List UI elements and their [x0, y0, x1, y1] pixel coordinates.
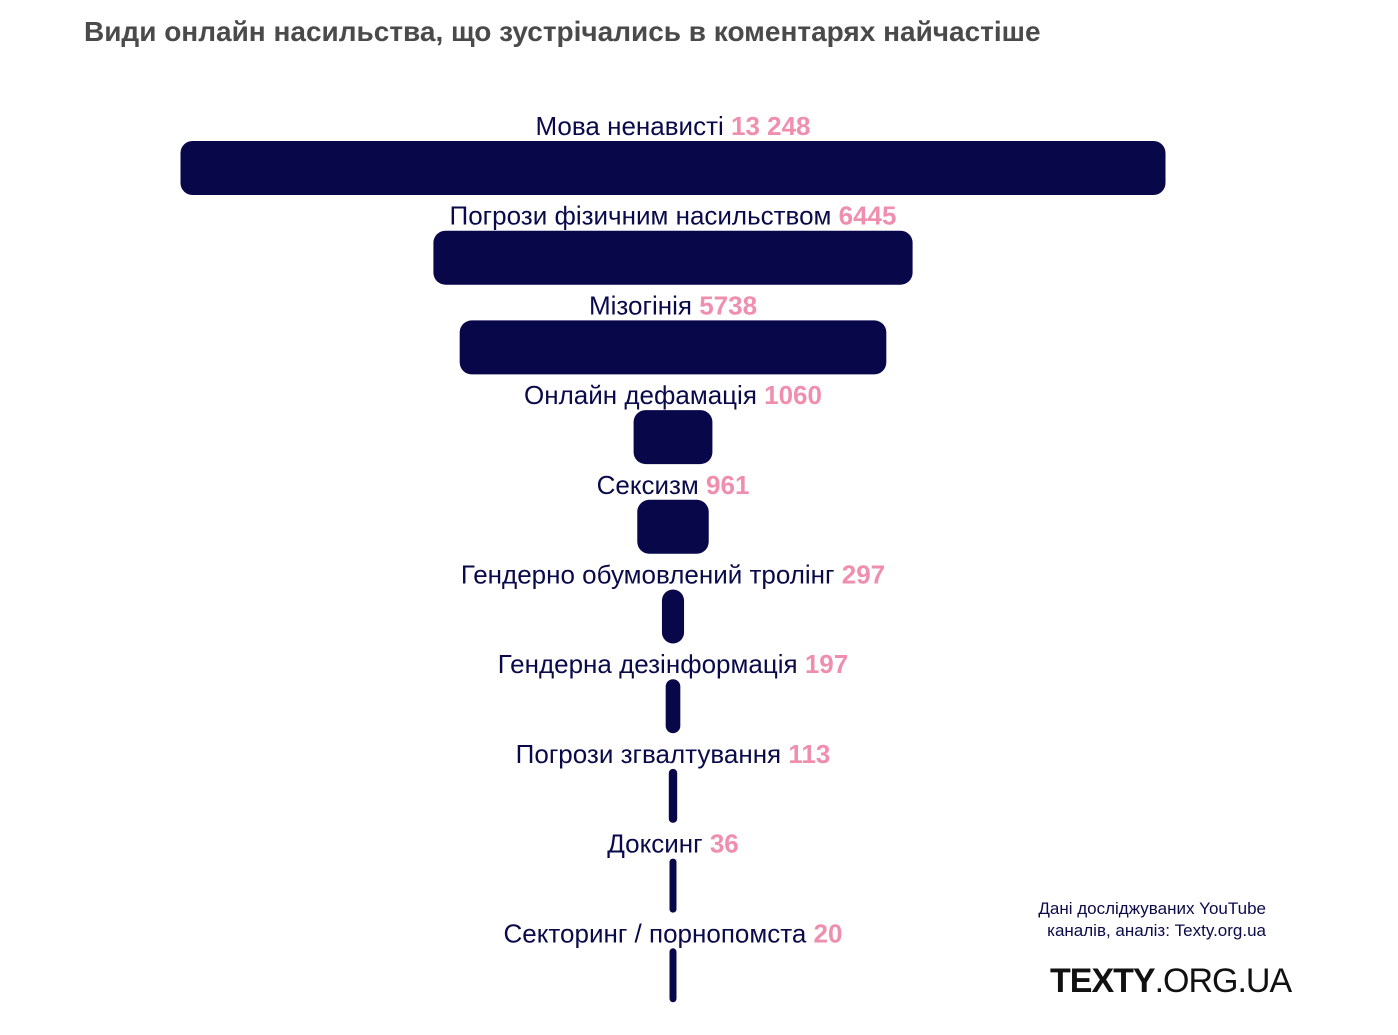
chart-title: Види онлайн насильства, що зустрічались … [84, 16, 1041, 47]
source-line-1: Дані досліджуваних YouTube [1038, 899, 1266, 918]
texty-logo[interactable]: TEXTY.ORG.UA [1050, 962, 1293, 1001]
category-label: Доксинг [607, 829, 710, 859]
value-label: 36 [710, 829, 739, 859]
bar-2 [459, 320, 887, 375]
value-label: 1060 [764, 380, 822, 410]
logo-bold: TEXTY [1050, 962, 1156, 1000]
category-label: Сексизм [597, 470, 706, 500]
bar-label-0: Мова ненависті 13 248 [535, 111, 810, 141]
value-label: 113 [788, 739, 830, 769]
bar-9 [669, 948, 677, 1003]
logo-rest: .ORG.UA [1154, 962, 1293, 1000]
value-label: 197 [805, 649, 848, 679]
bar-label-1: Погрози фізичним насильством 6445 [450, 201, 897, 231]
category-label: Гендерно обумовлений тролінг [461, 560, 842, 590]
category-label: Мізогінія [589, 290, 699, 320]
bar-label-9: Секторинг / порнопомста 20 [504, 918, 843, 948]
category-label: Погрози фізичним насильством [450, 201, 839, 231]
value-label: 6445 [839, 201, 897, 231]
value-label: 20 [814, 918, 843, 948]
category-label: Онлайн дефамація [524, 380, 764, 410]
bar-4 [637, 499, 709, 554]
bar-3 [633, 410, 713, 465]
value-label: 13 248 [731, 111, 811, 141]
category-label: Гендерна дезінформація [498, 649, 805, 679]
bar-0 [180, 141, 1166, 195]
value-label: 5738 [699, 290, 757, 320]
bar-1 [433, 230, 913, 285]
category-label: Погрози згвалтування [516, 739, 789, 769]
bar-8 [669, 858, 677, 913]
value-label: 297 [842, 560, 885, 590]
bar-label-5: Гендерно обумовлений тролінг 297 [461, 560, 885, 590]
bar-label-2: Мізогінія 5738 [589, 290, 757, 320]
category-label: Секторинг / порнопомста [504, 918, 814, 948]
bar-7 [668, 768, 678, 823]
value-label: 961 [706, 470, 749, 500]
source-line-2: каналів, аналіз: Texty.org.ua [1047, 921, 1266, 940]
bar-6 [665, 679, 681, 734]
bar-label-4: Сексизм 961 [597, 470, 750, 500]
bar-label-3: Онлайн дефамація 1060 [524, 380, 822, 410]
bar-label-6: Гендерна дезінформація 197 [498, 649, 848, 679]
bar-5 [661, 589, 685, 644]
bar-label-7: Погрози згвалтування 113 [516, 739, 831, 769]
source-note: Дані досліджуваних YouTube каналів, анал… [1038, 898, 1266, 942]
bar-label-8: Доксинг 36 [607, 829, 739, 859]
category-label: Мова ненависті [535, 111, 731, 141]
